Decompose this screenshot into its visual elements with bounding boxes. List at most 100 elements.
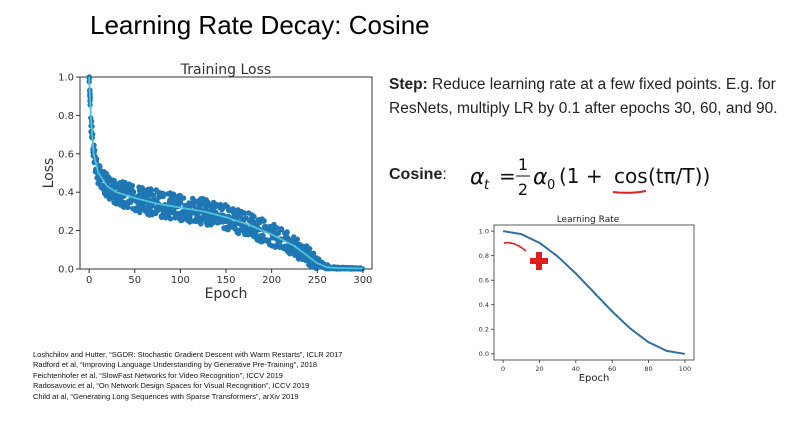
loss-x-tick-label: 50 [128,275,141,286]
loss-point [252,234,259,241]
learning-rate-chart: Learning Rate 0 20 40 60 80 100 0.00.20.40.60… [479,215,695,384]
loss-plot-frame [79,76,373,270]
loss-chart-title: Training Loss [180,62,271,78]
loss-point [186,200,192,206]
loss-point [167,216,174,222]
loss-point [177,193,183,199]
loss-x-label: Epoch [205,286,248,302]
loss-point [103,189,109,195]
lr-y-tick-label: 0.2 [479,326,489,334]
formula-cos: cos [614,164,648,188]
lr-y-tick-label: 0.6 [479,277,489,285]
loss-x-tick-label: 150 [216,275,235,286]
loss-point [259,216,265,222]
loss-point [196,216,203,222]
loss-point [185,217,191,223]
loss-point [272,243,279,249]
lr-x-tick-label: 0 [501,365,505,373]
lr-x-tick-label: 20 [535,365,543,373]
loss-x-tick-label: 200 [262,275,281,286]
loss-point [151,209,158,216]
reference-item: Loshchilov and Hutter, “SGDR: Stochastic… [33,350,343,359]
cosine-colon: : [442,166,447,183]
loss-point [117,202,124,208]
loss-point [251,213,257,220]
loss-point [146,204,152,211]
loss-point [286,244,292,251]
loss-point [171,207,177,213]
loss-point [118,196,124,202]
loss-point [135,193,142,199]
formula-arg: (tπ/T)) [648,164,710,188]
reference-item: Radford et al, “Improving Language Under… [33,360,318,370]
loss-point [95,180,101,186]
loss-point [246,210,252,216]
loss-point [184,209,190,215]
loss-point [269,224,276,231]
cosine-label: Cosine: [389,166,447,184]
loss-point [190,199,197,206]
loss-point [284,229,290,235]
loss-point [137,185,143,192]
loss-point [230,210,237,216]
loss-point [182,202,188,209]
loss-point [241,210,247,216]
lr-x-tick-label: 60 [608,365,616,373]
loss-point [277,244,283,250]
formula-body-open: (1 + [559,164,609,188]
loss-point [226,219,232,225]
loss-y-tick-label: 0.0 [58,265,74,276]
loss-point [110,177,116,183]
training-loss-chart: Training Loss 0 50 100 150 200 250 300 0.00.20… [41,62,373,302]
reference-item: Feichtenhofer et al, “SlowFast Networks … [33,370,283,380]
loss-point [238,226,245,233]
loss-point [145,186,151,193]
loss-x-ticks: 0 50 100 150 200 250 300 [86,269,372,286]
loss-point [156,194,162,200]
loss-point [170,191,177,197]
reference-item: Radosavovic et al, “On Network Design Sp… [33,381,310,391]
loss-point [210,199,217,206]
loss-point [298,243,304,249]
loss-y-tick-label: 0.4 [58,188,74,199]
loss-point [203,202,210,208]
loss-point [198,221,204,227]
loss-point [122,186,129,193]
loss-point [165,210,172,217]
step-label: Step: [389,76,428,93]
loss-x-tick-label: 250 [308,275,327,286]
step-text: Reduce learning rate at a few fixed poin… [389,76,778,117]
loss-x-tick-label: 100 [171,275,190,286]
loss-point [176,200,182,206]
loss-point [130,189,137,195]
loss-point [203,220,210,226]
lr-y-tick-label: 1.0 [479,227,489,235]
loss-point [158,213,165,219]
loss-point [153,187,159,193]
loss-mean-line [88,76,363,270]
formula-alpha-t-sub: t [484,178,490,193]
loss-y-ticks: 0.0 0.2 0.4 0.6 0.8 1.0 [58,73,80,276]
loss-point [262,223,268,230]
loss-point [285,235,291,241]
loss-point [166,205,172,212]
loss-point [287,251,293,257]
formula-alpha-t: α [470,165,485,190]
references: Loshchilov and Hutter, “SGDR: Stochastic… [33,350,342,402]
loss-point [146,212,153,218]
loss-point [244,226,250,233]
loss-point [117,180,123,186]
loss-point [278,226,284,232]
loss-point [177,210,184,217]
loss-point [242,231,248,237]
formula-frac-num: 1 [518,155,528,174]
lr-x-tick-label: 80 [644,365,652,373]
lr-y-ticks: 0.0 0.2 0.4 0.6 0.8 1.0 [479,227,494,358]
loss-y-tick-label: 0.8 [58,111,74,122]
cos-underline-annotation [612,190,647,194]
loss-point [267,242,273,248]
lr-x-tick-label: 100 [679,365,691,373]
lr-y-tick-label: 0.8 [479,252,489,260]
formula-frac-den: 2 [518,180,528,199]
loss-point [160,193,166,200]
